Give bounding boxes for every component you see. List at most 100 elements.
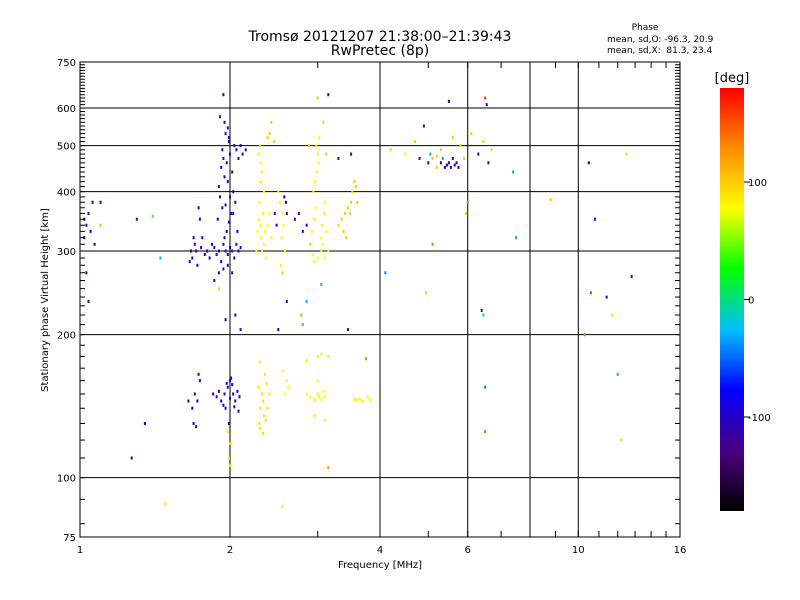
data-point [277, 190, 280, 194]
data-point [275, 223, 278, 227]
stats-x-mode: mean, sd,X: 81.3, 23.4 [607, 46, 713, 56]
data-point [227, 422, 230, 425]
data-point [301, 323, 304, 327]
data-point [191, 406, 194, 410]
data-point [549, 198, 552, 202]
data-point [301, 229, 304, 233]
data-point [313, 180, 316, 184]
data-point [229, 396, 231, 400]
data-point [318, 136, 321, 140]
data-point [413, 140, 416, 144]
colorbar-tick-label: 100 [748, 178, 767, 189]
data-point [215, 395, 218, 399]
data-point [239, 328, 242, 332]
data-point [217, 249, 220, 253]
data-point [236, 229, 239, 233]
x-minor-ticks [79, 61, 681, 537]
data-point [230, 376, 233, 380]
data-point [270, 236, 273, 240]
data-point [435, 154, 438, 158]
data-point [470, 132, 473, 136]
data-point [224, 203, 227, 207]
data-point [484, 96, 487, 100]
data-point [337, 223, 340, 227]
data-point [234, 399, 237, 403]
data-point [327, 93, 330, 97]
data-point [277, 328, 280, 332]
data-point [281, 271, 284, 275]
data-point [227, 136, 230, 140]
data-point [227, 456, 230, 460]
data-point [325, 229, 328, 233]
colorbar-ticks: -100 0 100 [744, 178, 771, 424]
data-point [431, 242, 434, 246]
data-point [340, 217, 343, 221]
data-point [201, 236, 204, 240]
data-point [206, 249, 209, 253]
data-point [261, 249, 264, 253]
data-point [130, 456, 133, 460]
data-point [439, 161, 442, 165]
data-point [222, 93, 225, 97]
data-point [272, 140, 275, 144]
data-point [264, 256, 267, 260]
colorbar: [deg] -100 0 100 [715, 71, 771, 511]
data-point [281, 211, 284, 215]
data-point [229, 152, 231, 156]
data-point [316, 256, 319, 260]
y-axis-label: Stationary phase Virtual Height [km] [40, 208, 51, 392]
data-point [320, 352, 323, 356]
data-point [208, 256, 211, 260]
data-point [233, 256, 236, 260]
data-point [219, 115, 221, 119]
data-point [435, 165, 438, 169]
data-point [259, 144, 262, 148]
data-point [234, 313, 237, 317]
data-point [264, 418, 267, 422]
data-point [314, 206, 317, 210]
data-point [630, 275, 633, 279]
data-point [309, 242, 312, 246]
y-tick-label: 100 [57, 474, 76, 485]
data-point [263, 190, 265, 194]
data-point [487, 161, 490, 165]
data-point [312, 190, 315, 194]
data-point [217, 185, 220, 189]
data-point [235, 242, 238, 246]
data-point [457, 165, 460, 169]
data-point [356, 398, 359, 402]
data-point [318, 395, 321, 399]
data-point [305, 299, 308, 303]
data-point [91, 200, 94, 204]
data-point [229, 195, 231, 199]
data-point [451, 136, 454, 140]
data-point [224, 132, 227, 136]
y-tick-label: 600 [57, 104, 76, 115]
data-point [197, 372, 200, 376]
data-point [455, 161, 458, 165]
x-tick-label: 4 [377, 545, 383, 556]
data-points [83, 93, 633, 508]
data-point [285, 211, 288, 215]
data-point [197, 206, 200, 210]
data-point [316, 96, 319, 100]
y-tick-label: 200 [57, 331, 76, 342]
data-point [311, 253, 314, 256]
data-point [211, 242, 213, 246]
data-point [224, 249, 227, 253]
data-point [233, 405, 236, 409]
data-point [319, 236, 322, 240]
data-point [322, 120, 325, 124]
data-point [309, 395, 312, 399]
data-point [320, 283, 323, 286]
data-point [217, 389, 220, 393]
data-point [315, 144, 318, 148]
colorbar-tick-label: 0 [748, 296, 754, 307]
data-point [226, 385, 229, 389]
data-point [223, 175, 226, 179]
data-point [231, 383, 234, 387]
data-point [222, 403, 225, 407]
data-point [229, 442, 231, 445]
data-point [198, 379, 201, 383]
data-point [327, 466, 330, 470]
